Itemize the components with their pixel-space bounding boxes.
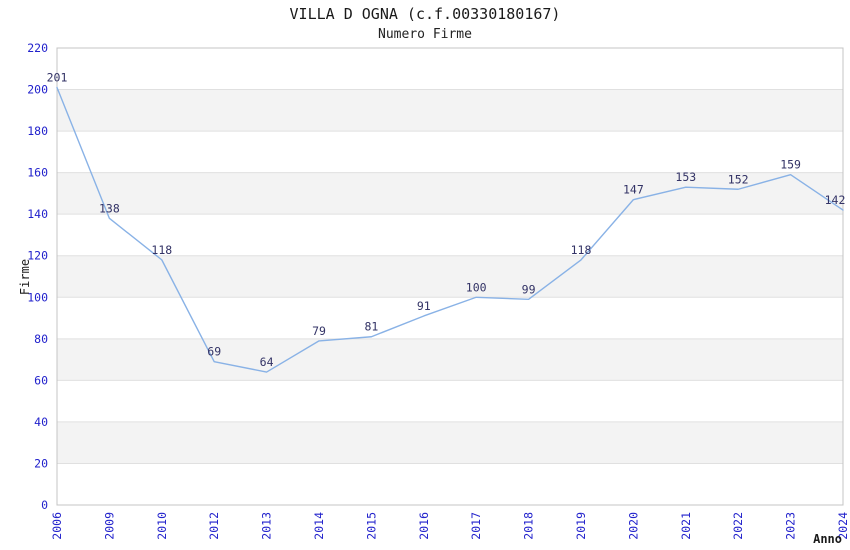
x-tick-label-group: 2012 — [207, 512, 221, 540]
y-tick-label: 220 — [27, 41, 48, 55]
y-tick-label: 60 — [34, 373, 48, 387]
x-tick-label: 2022 — [731, 512, 745, 540]
data-point-label: 64 — [260, 355, 274, 369]
y-tick-label: 140 — [27, 207, 48, 221]
y-tick-label: 100 — [27, 290, 48, 304]
data-point-label: 138 — [99, 201, 120, 215]
x-tick-label: 2013 — [260, 512, 274, 540]
x-tick-label-group: 2018 — [522, 512, 536, 540]
data-point-label: 118 — [151, 243, 172, 257]
x-tick-label-group: 2013 — [260, 512, 274, 540]
x-tick-label: 2020 — [626, 512, 640, 540]
data-point-label: 142 — [825, 193, 846, 207]
x-tick-label: 2018 — [522, 512, 536, 540]
x-tick-label: 2024 — [836, 512, 850, 540]
data-point-label: 69 — [207, 345, 221, 359]
x-tick-label: 2017 — [469, 512, 483, 540]
x-tick-label: 2023 — [784, 512, 798, 540]
chart-title: VILLA D OGNA (c.f.00330180167) — [289, 5, 561, 23]
series-line — [56, 86, 844, 373]
x-tick-label: 2019 — [574, 512, 588, 540]
y-tick-label: 120 — [27, 249, 48, 263]
x-tick-label-group: 2020 — [626, 512, 640, 540]
data-point-label: 201 — [47, 70, 68, 84]
x-tick-label: 2021 — [679, 512, 693, 540]
x-tick-label-group: 2023 — [784, 512, 798, 540]
x-tick-label-group: 2019 — [574, 512, 588, 540]
x-tick-label-group: 2015 — [364, 512, 378, 540]
data-point-label: 147 — [623, 183, 644, 197]
data-point-label: 152 — [728, 172, 749, 186]
x-tick-label-group: 2010 — [155, 512, 169, 540]
x-tick-label-group: 2016 — [417, 512, 431, 540]
plot-band — [57, 131, 843, 173]
x-tick-label-group: 2009 — [102, 512, 116, 540]
x-tick-label: 2015 — [364, 512, 378, 540]
x-tick-label: 2010 — [155, 512, 169, 540]
x-tick-label-group: 2024 — [836, 512, 850, 540]
x-tick-label-group: 2021 — [679, 512, 693, 540]
plot-band — [57, 48, 843, 90]
plot-band — [57, 380, 843, 422]
data-point-label: 91 — [417, 299, 431, 313]
data-point-label: 79 — [312, 324, 326, 338]
x-tick-label: 2014 — [312, 512, 326, 540]
plot-band — [57, 463, 843, 505]
x-tick-label-group: 2017 — [469, 512, 483, 540]
plot-band — [57, 255, 843, 298]
y-tick-label: 0 — [41, 498, 48, 512]
x-tick-label-group: 2022 — [731, 512, 745, 540]
data-point-label: 99 — [522, 282, 536, 296]
x-axis-title: Anno — [813, 532, 842, 546]
x-tick-label: 2009 — [102, 512, 116, 540]
plot-band — [57, 89, 843, 132]
chart-subtitle: Numero Firme — [378, 27, 472, 42]
y-tick-label: 180 — [27, 124, 48, 138]
plot-band — [57, 338, 843, 381]
y-tick-label: 80 — [34, 332, 48, 346]
y-tick-label: 160 — [27, 166, 48, 180]
plot-border — [56, 47, 844, 506]
data-point-label: 100 — [466, 280, 487, 294]
y-tick-label: 200 — [27, 83, 48, 97]
plot-band — [57, 214, 843, 256]
x-tick-label: 2006 — [50, 512, 64, 540]
plot-band — [57, 172, 843, 215]
data-point-label: 118 — [571, 243, 592, 257]
x-tick-label-group: 2014 — [312, 512, 326, 540]
y-tick-label: 40 — [34, 415, 48, 429]
y-axis-title: Firme — [18, 259, 32, 295]
data-point-label: 159 — [780, 158, 801, 172]
plot-band — [57, 421, 843, 464]
x-tick-label: 2012 — [207, 512, 221, 540]
data-point-label: 81 — [364, 320, 378, 334]
x-tick-label: 2016 — [417, 512, 431, 540]
data-point-label: 153 — [675, 170, 696, 184]
plot-band — [57, 297, 843, 339]
y-axis-title-group: Firme — [18, 259, 32, 295]
x-tick-label-group: 2006 — [50, 512, 64, 540]
y-tick-label: 20 — [34, 456, 48, 470]
